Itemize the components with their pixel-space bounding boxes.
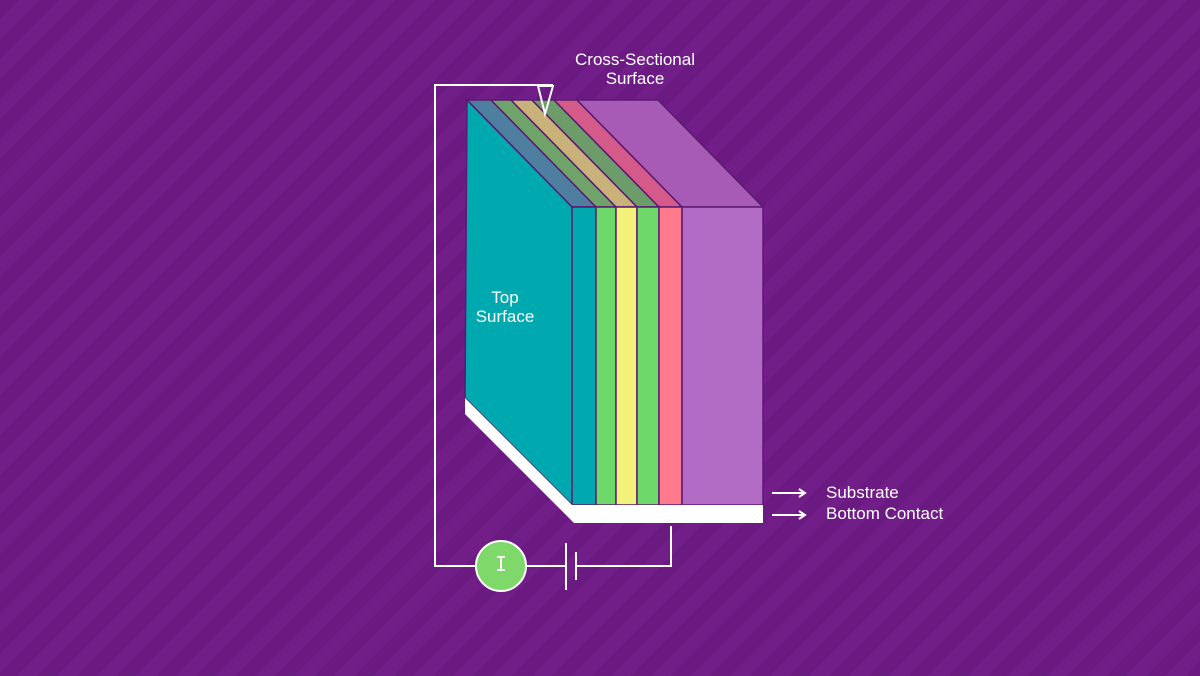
cross-section-label: Cross-Sectional Surface	[545, 50, 725, 88]
cross-section-layer	[615, 206, 638, 506]
bottom-contact	[465, 398, 763, 523]
current-meter-icon	[475, 540, 527, 592]
substrate-label: Substrate	[826, 483, 899, 502]
arrow-contact-head-icon	[798, 510, 807, 520]
cross-section-line1: Cross-Sectional	[575, 50, 695, 69]
cross-section-layer	[681, 206, 764, 506]
cross-section-layers	[571, 206, 764, 506]
cross-section-line2: Surface	[605, 69, 665, 88]
meter-symbol: I	[494, 552, 508, 576]
circuit-wire-right	[576, 526, 672, 567]
probe-tip-icon	[536, 85, 555, 118]
bottom-contact-label: Bottom Contact	[826, 504, 944, 523]
cross-section-layer	[658, 206, 683, 506]
top-surface-line1: Top	[491, 288, 519, 307]
top-surface-label: Top Surface	[465, 288, 545, 326]
cross-section-layer	[636, 206, 660, 506]
cross-section-layer	[595, 206, 617, 506]
cross-section-layer	[571, 206, 597, 506]
top-surface-line2: Surface	[475, 307, 535, 326]
circuit-wire-left	[434, 84, 553, 567]
arrow-substrate-head-icon	[798, 488, 807, 498]
top-face-layers	[465, 99, 765, 208]
circuit	[434, 84, 807, 590]
